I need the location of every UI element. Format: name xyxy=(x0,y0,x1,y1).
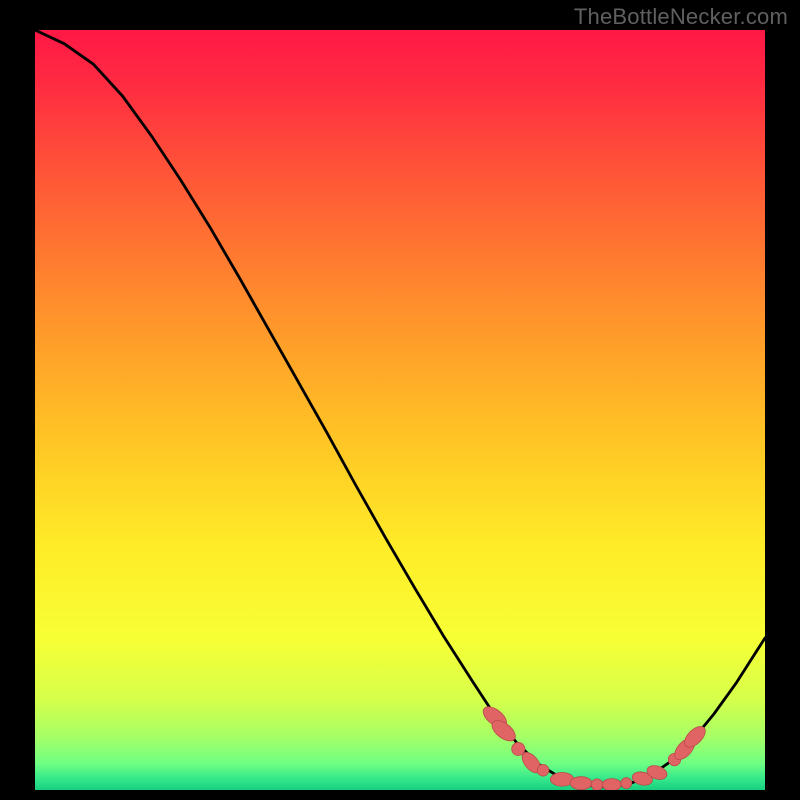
gradient-background xyxy=(35,30,765,790)
chart-stage: TheBottleNecker.com xyxy=(0,0,800,800)
curve-marker xyxy=(537,764,549,776)
curve-marker xyxy=(591,779,603,790)
watermark-text: TheBottleNecker.com xyxy=(574,4,788,30)
curve-marker xyxy=(570,777,592,790)
bottleneck-curve-chart xyxy=(10,30,790,790)
plot-outer xyxy=(10,30,790,790)
curve-marker xyxy=(602,779,621,790)
curve-marker xyxy=(621,778,632,789)
